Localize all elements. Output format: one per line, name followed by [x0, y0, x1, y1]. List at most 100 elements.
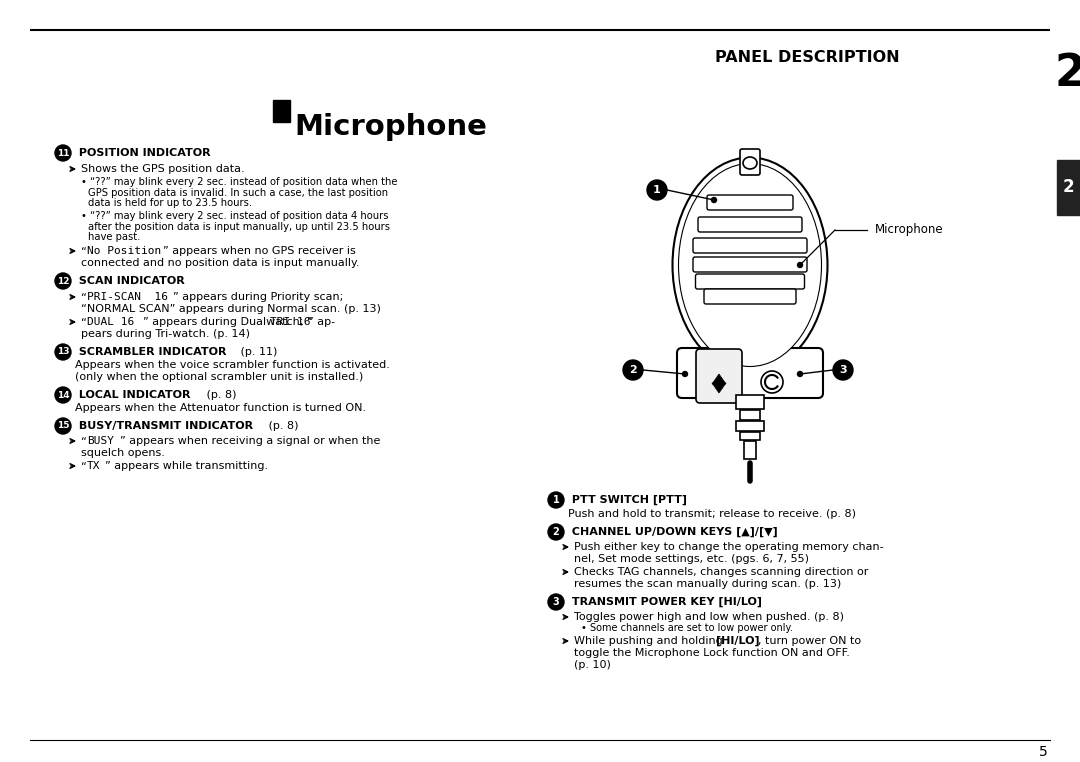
- Text: SCRAMBLER INDICATOR: SCRAMBLER INDICATOR: [75, 347, 227, 357]
- Text: 5: 5: [1039, 745, 1048, 759]
- Text: PTT SWITCH [PTT]: PTT SWITCH [PTT]: [568, 495, 687, 505]
- Polygon shape: [712, 374, 726, 384]
- Text: ” appears when no GPS receiver is: ” appears when no GPS receiver is: [163, 246, 355, 256]
- FancyBboxPatch shape: [740, 432, 760, 440]
- FancyBboxPatch shape: [707, 195, 793, 210]
- Text: after the position data is input manually, up until 23.5 hours: after the position data is input manuall…: [87, 222, 390, 232]
- FancyBboxPatch shape: [744, 441, 756, 459]
- Circle shape: [55, 387, 71, 403]
- Text: 13: 13: [57, 347, 69, 357]
- Text: 1: 1: [553, 495, 559, 505]
- Text: “: “: [81, 292, 86, 302]
- Text: “NORMAL SCAN” appears during Normal scan. (p. 13): “NORMAL SCAN” appears during Normal scan…: [81, 304, 381, 314]
- FancyBboxPatch shape: [696, 349, 742, 403]
- Text: (p. 8): (p. 8): [265, 421, 298, 431]
- FancyBboxPatch shape: [696, 274, 805, 289]
- Ellipse shape: [678, 164, 822, 367]
- Text: POSITION INDICATOR: POSITION INDICATOR: [75, 148, 211, 158]
- FancyBboxPatch shape: [740, 149, 760, 175]
- FancyBboxPatch shape: [704, 289, 796, 304]
- Text: “: “: [81, 246, 86, 256]
- Text: Push either key to change the operating memory chan-: Push either key to change the operating …: [573, 542, 883, 552]
- Text: Push and hold to transmit; release to receive. (p. 8): Push and hold to transmit; release to re…: [568, 509, 856, 519]
- FancyBboxPatch shape: [735, 421, 764, 431]
- FancyBboxPatch shape: [693, 238, 807, 253]
- Circle shape: [55, 273, 71, 289]
- Text: resumes the scan manually during scan. (p. 13): resumes the scan manually during scan. (…: [573, 579, 841, 589]
- Text: 2: 2: [553, 527, 559, 537]
- FancyBboxPatch shape: [698, 217, 802, 232]
- Polygon shape: [712, 383, 726, 393]
- Text: (p. 11): (p. 11): [237, 347, 278, 357]
- Text: • “??” may blink every 2 sec. instead of position data when the: • “??” may blink every 2 sec. instead of…: [81, 177, 397, 187]
- FancyBboxPatch shape: [693, 257, 807, 272]
- Text: • Some channels are set to low power only.: • Some channels are set to low power onl…: [581, 623, 793, 633]
- Text: toggle the Microphone Lock function ON and OFF.: toggle the Microphone Lock function ON a…: [573, 648, 850, 658]
- Text: PRI-SCAN  16: PRI-SCAN 16: [87, 292, 168, 302]
- Circle shape: [647, 180, 667, 200]
- Text: “: “: [81, 436, 86, 446]
- Text: ” appears during Dualwatch; “: ” appears during Dualwatch; “: [143, 317, 313, 327]
- Circle shape: [55, 145, 71, 161]
- Text: (only when the optional scrambler unit is installed.): (only when the optional scrambler unit i…: [75, 372, 363, 382]
- Circle shape: [55, 418, 71, 434]
- Circle shape: [712, 197, 716, 203]
- FancyBboxPatch shape: [740, 410, 760, 420]
- Text: squelch opens.: squelch opens.: [81, 448, 165, 458]
- Text: • “??” may blink every 2 sec. instead of position data 4 hours: • “??” may blink every 2 sec. instead of…: [81, 211, 389, 221]
- Text: 3: 3: [839, 365, 847, 375]
- Circle shape: [548, 524, 564, 540]
- Text: [HI/LO]: [HI/LO]: [716, 636, 759, 646]
- Text: “: “: [81, 461, 86, 471]
- Text: 3: 3: [553, 597, 559, 607]
- Text: have past.: have past.: [87, 232, 140, 242]
- Circle shape: [797, 372, 802, 376]
- Circle shape: [55, 344, 71, 360]
- Text: Appears when the voice scrambler function is activated.: Appears when the voice scrambler functio…: [75, 360, 390, 370]
- FancyBboxPatch shape: [677, 348, 823, 398]
- Text: 1: 1: [653, 185, 661, 195]
- Text: ” appears during Priority scan;: ” appears during Priority scan;: [173, 292, 343, 302]
- Ellipse shape: [673, 158, 827, 373]
- Text: No Position: No Position: [87, 246, 161, 256]
- Circle shape: [548, 594, 564, 610]
- Text: pears during Tri-watch. (p. 14): pears during Tri-watch. (p. 14): [81, 329, 249, 339]
- Text: LOCAL INDICATOR: LOCAL INDICATOR: [75, 390, 190, 400]
- Text: DUAL 16: DUAL 16: [87, 317, 134, 327]
- Text: 15: 15: [57, 421, 69, 431]
- Text: nel, Set mode settings, etc. (pgs. 6, 7, 55): nel, Set mode settings, etc. (pgs. 6, 7,…: [573, 554, 809, 564]
- Text: 2: 2: [1063, 178, 1075, 197]
- Text: 12: 12: [57, 277, 69, 286]
- Bar: [273, 100, 291, 122]
- Text: (p. 10): (p. 10): [573, 660, 611, 670]
- Text: TRANSMIT POWER KEY [HI/LO]: TRANSMIT POWER KEY [HI/LO]: [568, 597, 762, 607]
- Text: TX: TX: [87, 461, 100, 471]
- Text: connected and no position data is input manually.: connected and no position data is input …: [81, 258, 360, 268]
- Text: While pushing and holding: While pushing and holding: [573, 636, 726, 646]
- Text: , turn power ON to: , turn power ON to: [758, 636, 861, 646]
- Text: “: “: [81, 317, 86, 327]
- Text: Checks TAG channels, changes scanning direction or: Checks TAG channels, changes scanning di…: [573, 567, 868, 577]
- Circle shape: [548, 492, 564, 508]
- Text: data is held for up to 23.5 hours.: data is held for up to 23.5 hours.: [87, 198, 252, 208]
- Text: (p. 8): (p. 8): [203, 390, 237, 400]
- Text: Toggles power high and low when pushed. (p. 8): Toggles power high and low when pushed. …: [573, 612, 843, 622]
- Text: BUSY/TRANSMIT INDICATOR: BUSY/TRANSMIT INDICATOR: [75, 421, 253, 431]
- Circle shape: [797, 262, 802, 267]
- Ellipse shape: [743, 157, 757, 169]
- Text: Microphone: Microphone: [875, 223, 944, 236]
- Text: GPS position data is invalid. In such a case, the last position: GPS position data is invalid. In such a …: [87, 188, 388, 198]
- Text: PANEL DESCRIPTION: PANEL DESCRIPTION: [715, 50, 900, 66]
- Circle shape: [623, 360, 643, 380]
- Text: ” appears while transmitting.: ” appears while transmitting.: [105, 461, 268, 471]
- Text: CHANNEL UP/DOWN KEYS [▲]/[▼]: CHANNEL UP/DOWN KEYS [▲]/[▼]: [568, 527, 778, 537]
- Text: Microphone: Microphone: [294, 113, 487, 141]
- Circle shape: [833, 360, 853, 380]
- Text: 11: 11: [57, 149, 69, 158]
- Text: TRI 16: TRI 16: [270, 317, 311, 327]
- FancyBboxPatch shape: [735, 395, 764, 409]
- Text: ” appears when receiving a signal or when the: ” appears when receiving a signal or whe…: [120, 436, 380, 446]
- Text: 2: 2: [1055, 52, 1080, 95]
- Text: Shows the GPS position data.: Shows the GPS position data.: [81, 164, 245, 174]
- Bar: [1057, 160, 1080, 215]
